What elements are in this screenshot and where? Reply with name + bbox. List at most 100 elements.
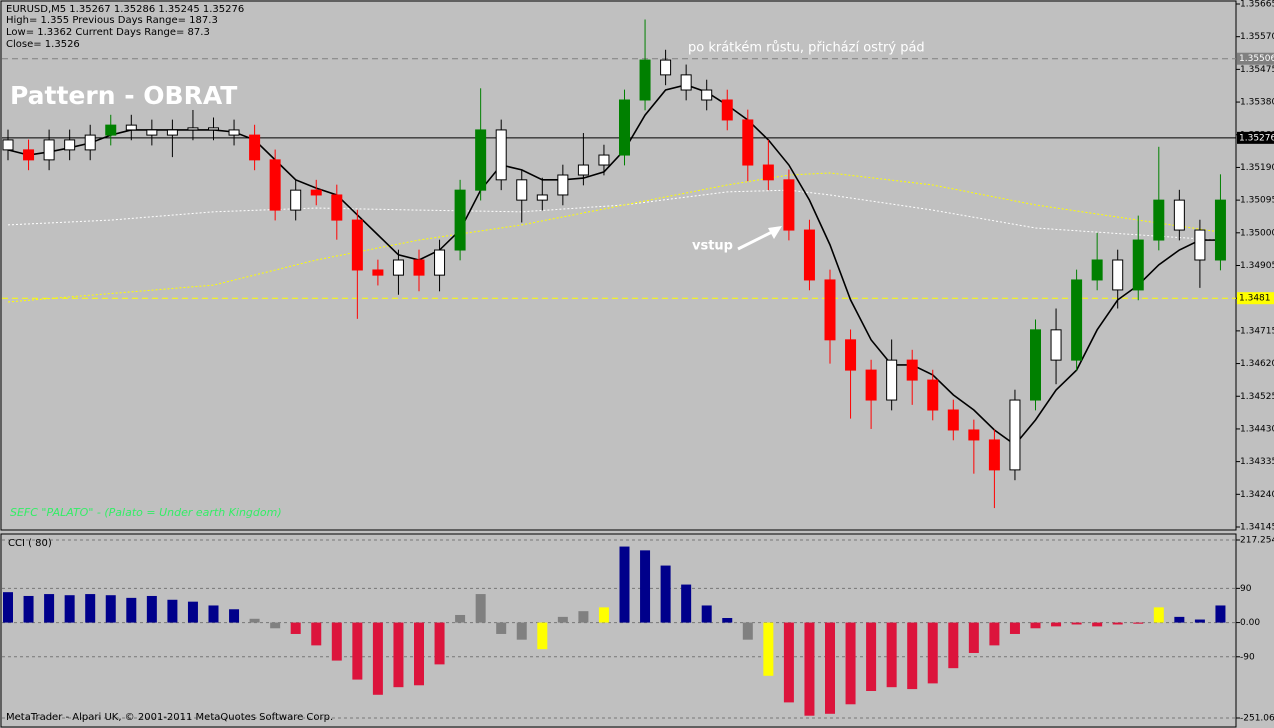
bar	[475, 594, 486, 623]
y-tick-label: 1.35095	[1240, 196, 1274, 206]
bar	[1092, 622, 1103, 627]
y-tick-label: 1.34620	[1240, 359, 1274, 369]
candle-body	[927, 379, 939, 411]
candle-body	[105, 124, 117, 136]
y-tick-label: 1.34430	[1240, 424, 1274, 434]
bar	[681, 584, 692, 623]
info-line: High= 1.355 Previous Days Range= 187.3	[6, 15, 218, 26]
y-tick-label: 1.34715	[1240, 326, 1274, 336]
candle-body	[803, 229, 815, 281]
info-line: Close= 1.3526	[6, 39, 80, 50]
candle-body	[1091, 259, 1103, 281]
cci-panel	[0, 533, 1237, 728]
moving-average	[7, 189, 1221, 241]
bar	[455, 614, 466, 623]
candle-body	[1173, 199, 1185, 231]
candle-body	[824, 279, 836, 341]
bar	[208, 605, 219, 623]
candle-body	[639, 59, 651, 101]
bar	[1215, 605, 1226, 623]
bar	[1051, 622, 1062, 627]
candle-body	[475, 129, 487, 191]
candle-body	[783, 179, 795, 231]
bar	[270, 622, 281, 629]
price-tag-label: 1.3481	[1239, 294, 1271, 304]
candle-body	[619, 99, 630, 156]
bar	[701, 605, 712, 623]
candle-body	[886, 359, 898, 401]
info-line: EURUSD,M5 1.35267 1.35286 1.35245 1.3527…	[6, 4, 244, 15]
bar	[64, 595, 75, 623]
y-tick-label: 1.34335	[1240, 457, 1274, 467]
annotation: SEFC "PALATO" - (Palato = Under earth Ki…	[10, 506, 282, 519]
info-line: Low= 1.3362 Current Days Range= 87.3	[6, 27, 210, 38]
candle-body	[1194, 229, 1206, 261]
candle-body	[906, 359, 918, 381]
y-tick-label: 1.35380	[1240, 98, 1274, 108]
annotation: vstup	[692, 239, 733, 254]
bar	[722, 618, 733, 623]
candle-body	[166, 129, 178, 136]
bar	[23, 595, 34, 623]
y-tick-label: 217.254	[1240, 536, 1274, 546]
bar	[619, 546, 630, 623]
candle-body	[125, 124, 137, 131]
candle-body	[290, 189, 302, 211]
candle-body	[680, 74, 692, 91]
bar	[414, 622, 424, 686]
y-tick-label: -90	[1240, 652, 1255, 662]
candle-body	[2, 139, 14, 151]
chart-title: Pattern - OBRAT	[10, 81, 237, 110]
bar	[804, 622, 815, 716]
bar	[557, 616, 568, 623]
candle-body	[454, 189, 466, 251]
bar	[167, 599, 178, 623]
candle-body	[865, 369, 877, 401]
candle-body	[434, 249, 446, 276]
bar	[290, 622, 301, 634]
candle-body	[577, 164, 589, 176]
y-tick-label: 1.34905	[1240, 261, 1274, 271]
bar	[1112, 622, 1123, 625]
bar	[352, 622, 363, 680]
y-tick-label: 1.34145	[1240, 523, 1274, 533]
bar	[968, 622, 979, 653]
price-tag-label: 1.35506	[1239, 54, 1274, 64]
bar	[331, 622, 342, 661]
bar	[907, 622, 918, 690]
price-tag	[1237, 292, 1274, 305]
bar	[249, 618, 260, 623]
candle-body	[1214, 199, 1226, 261]
y-tick-label: 1.34525	[1240, 392, 1274, 402]
candle-body	[947, 409, 959, 431]
price-tag	[1237, 52, 1274, 65]
candle-body	[1071, 279, 1083, 361]
bar	[1071, 622, 1082, 625]
bar	[886, 622, 897, 688]
bar	[845, 622, 856, 705]
candle-body	[845, 339, 857, 371]
bar	[640, 550, 651, 623]
candle-body	[1132, 239, 1144, 291]
bar	[660, 565, 671, 623]
bar	[3, 592, 13, 623]
y-tick-label: 0.00	[1240, 618, 1260, 628]
footer: MetaTrader - Alpari UK, © 2001-2011 Meta…	[6, 712, 333, 723]
bar	[1009, 622, 1020, 634]
y-tick-label: 1.34240	[1240, 490, 1274, 500]
bar	[187, 601, 198, 623]
candle-body	[331, 194, 343, 221]
candle-body	[598, 154, 610, 166]
y-tick-label: -251.068	[1240, 714, 1274, 724]
candle-body	[1030, 329, 1041, 401]
candle-body	[1050, 329, 1062, 361]
bar	[311, 622, 322, 646]
annotation: po krátkém růstu, přichází ostrý pád	[688, 41, 925, 56]
price-tag	[1237, 131, 1274, 144]
bar	[783, 622, 794, 703]
y-tick-label: 1.35190	[1240, 163, 1274, 173]
bar	[1194, 619, 1205, 623]
candle-body	[495, 129, 507, 181]
candle-body	[968, 429, 980, 441]
